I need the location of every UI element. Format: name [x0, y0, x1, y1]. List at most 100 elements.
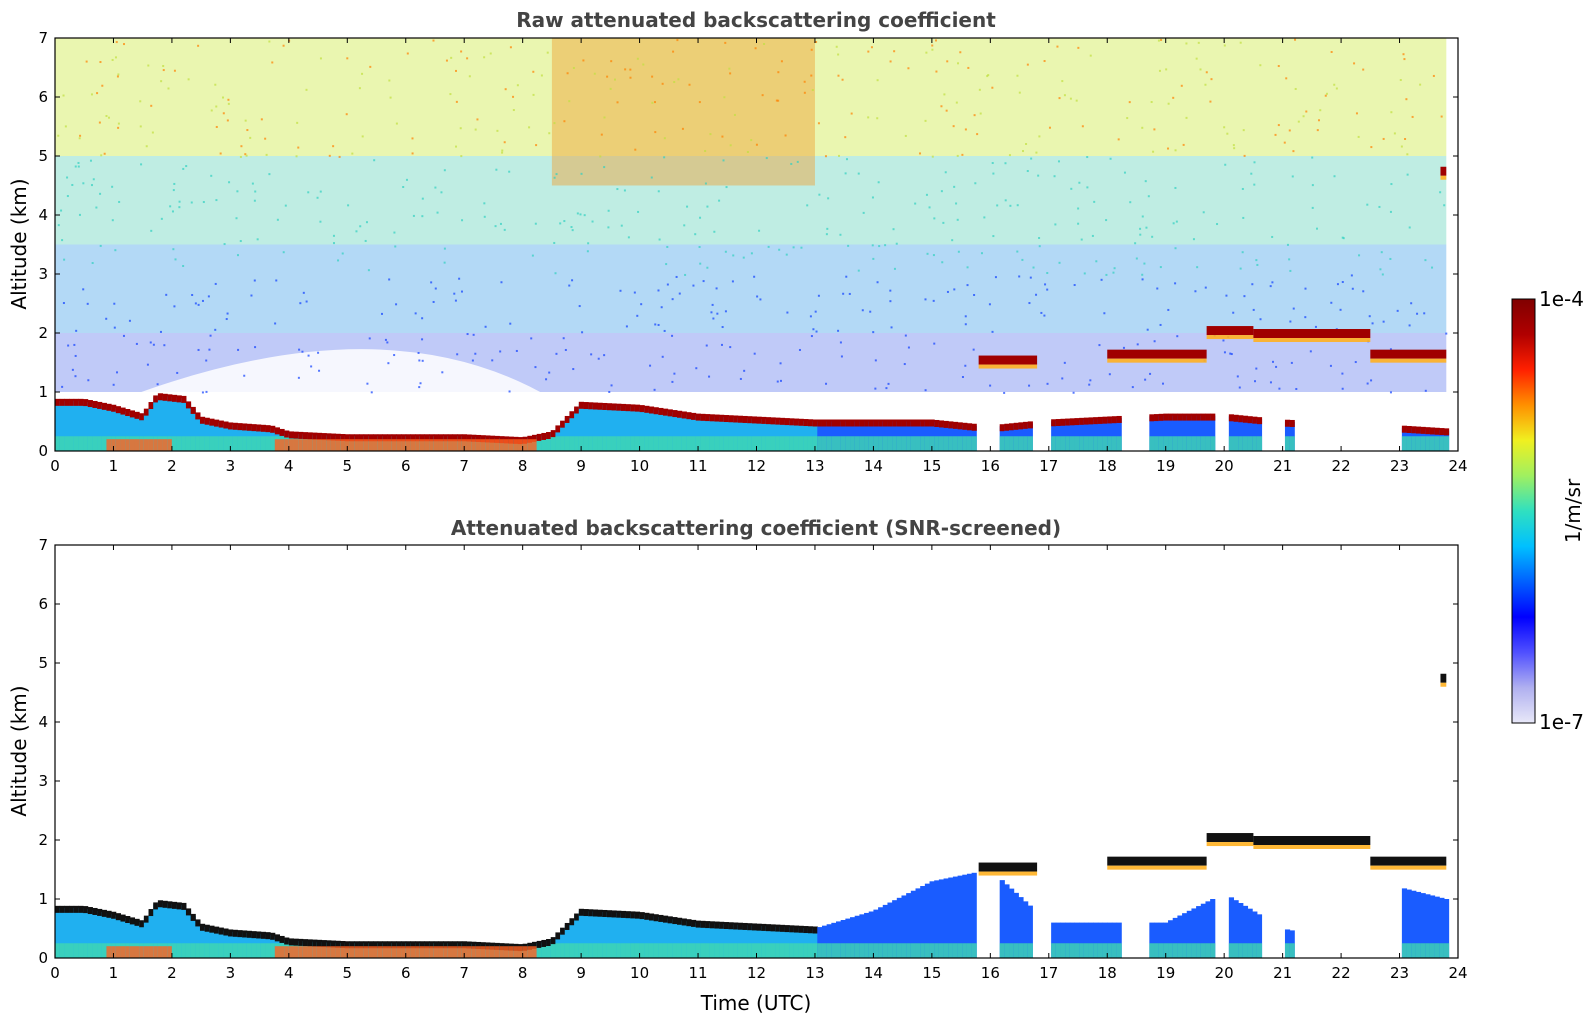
noise-speck — [777, 71, 780, 74]
colorbar: 1e-4 1e-7 1/m/sr — [1511, 287, 1585, 734]
noise-speck — [672, 50, 675, 53]
noise-speck — [223, 243, 226, 246]
noise-speck — [1057, 160, 1060, 163]
layer-top-band — [92, 907, 98, 915]
warm-surface — [302, 946, 309, 958]
y-tick-label: 3 — [38, 772, 48, 790]
layer-top-band — [288, 431, 295, 439]
layer-top-band — [1289, 419, 1295, 427]
layer-top-band — [1055, 419, 1061, 427]
x-tick-label: 10 — [630, 964, 649, 982]
layer-top-band — [1018, 422, 1024, 430]
aerosol-column — [644, 914, 650, 958]
layer-top-band — [195, 412, 201, 420]
noise-speck — [987, 74, 990, 77]
layer-top-band — [111, 911, 117, 919]
aerosol-low — [854, 943, 860, 958]
noise-speck — [847, 244, 850, 247]
aerosol-column — [1247, 418, 1253, 451]
noise-band — [55, 244, 1447, 333]
aerosol-low — [966, 436, 973, 451]
aerosol-low — [232, 943, 238, 958]
layer-top-band — [69, 905, 75, 913]
layer-top-band — [929, 419, 935, 427]
noise-speck — [450, 56, 453, 59]
aerosol-low — [662, 436, 669, 451]
aerosol-low — [204, 436, 210, 451]
noise-speck — [1277, 124, 1280, 127]
noise-speck — [1158, 69, 1161, 72]
aerosol-low — [1177, 436, 1183, 451]
aerosol-column — [1093, 419, 1099, 451]
layer-top-band — [868, 419, 874, 427]
x-tick-label: 3 — [226, 964, 236, 982]
noise-speck — [620, 224, 623, 227]
noise-speck — [297, 376, 300, 379]
noise-speck — [264, 137, 267, 140]
layer-top-band — [714, 414, 720, 422]
aerosol-column — [1443, 899, 1450, 958]
noise-speck — [649, 364, 652, 367]
noise-speck — [1381, 273, 1384, 276]
aerosol-low — [681, 436, 687, 451]
noise-speck — [1329, 364, 1332, 367]
noise-speck — [1289, 320, 1292, 323]
aerosol-column — [1163, 922, 1169, 958]
noise-speck — [1324, 94, 1327, 97]
noise-speck — [453, 292, 456, 295]
noise-speck — [817, 294, 820, 297]
noise-speck — [1105, 219, 1108, 222]
noise-speck — [934, 39, 937, 42]
noise-speck — [338, 155, 341, 158]
layer-top-band — [190, 913, 196, 921]
noise-speck — [282, 44, 285, 47]
warm-surface — [279, 439, 285, 451]
noise-speck — [167, 87, 170, 90]
noise-speck — [967, 66, 970, 69]
aerosol-column — [1079, 922, 1085, 958]
noise-speck — [702, 280, 705, 283]
aerosol-column — [171, 396, 178, 451]
aerosol-column — [204, 926, 210, 958]
noise-speck — [1141, 215, 1144, 218]
noise-speck — [100, 154, 103, 157]
noise-speck — [1419, 83, 1422, 86]
noise-warm-patch — [551, 38, 815, 186]
warm-surface — [368, 439, 374, 451]
aerosol-column — [892, 900, 898, 958]
cloud-layer — [1370, 856, 1447, 866]
layer-top-band — [653, 914, 659, 922]
aerosol-low — [761, 436, 767, 451]
aerosol-column — [55, 400, 61, 451]
noise-speck — [1185, 116, 1188, 119]
layer-top-band — [97, 908, 103, 916]
noise-speck — [953, 185, 956, 188]
aerosol-low — [653, 436, 659, 451]
warm-surface — [508, 946, 514, 958]
aerosol-low — [1411, 436, 1417, 451]
layer-top-band — [429, 941, 435, 949]
aerosol-low — [602, 436, 608, 451]
panel-2-y-label: Altitude (km) — [7, 685, 31, 816]
noise-speck — [118, 200, 121, 203]
layer-top-band — [232, 929, 238, 937]
warm-surface — [143, 439, 150, 451]
aerosol-low — [555, 943, 561, 958]
warm-surface — [419, 439, 425, 451]
aerosol-low — [560, 436, 566, 451]
aerosol-column — [719, 416, 725, 451]
layer-top-band — [480, 435, 486, 443]
aerosol-low — [868, 436, 874, 451]
layer-top-band — [719, 921, 725, 929]
aerosol-low — [840, 943, 846, 958]
aerosol-low — [270, 436, 276, 451]
aerosol-low — [1158, 943, 1164, 958]
aerosol-column — [1191, 908, 1197, 958]
aerosol-column — [1252, 418, 1258, 451]
noise-speck — [210, 109, 213, 112]
aerosol-low — [1172, 943, 1178, 958]
aerosol-low — [1186, 436, 1192, 451]
aerosol-low — [770, 943, 776, 958]
noise-speck — [107, 116, 110, 119]
noise-clear-region — [125, 349, 541, 434]
